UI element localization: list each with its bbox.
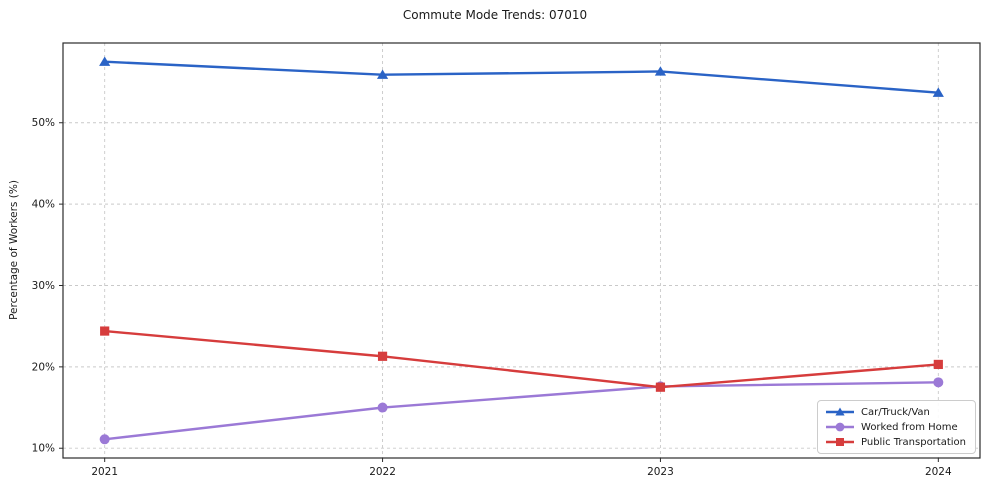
legend-item: Public Transportation bbox=[825, 436, 966, 448]
legend-item: Worked from Home bbox=[825, 421, 966, 433]
legend: Car/Truck/Van Worked from Home Public Tran… bbox=[817, 400, 976, 454]
y-tick-label: 40% bbox=[32, 199, 55, 211]
series-line bbox=[103, 329, 940, 389]
data-point-marker bbox=[100, 326, 110, 336]
x-tick-label: 2024 bbox=[925, 466, 952, 478]
x-tick-label: 2022 bbox=[369, 466, 396, 478]
legend-marker-icon bbox=[826, 438, 855, 446]
data-point-marker bbox=[376, 69, 389, 79]
x-tick-label: 2021 bbox=[91, 466, 118, 478]
y-tick-label: 10% bbox=[32, 443, 55, 455]
y-axis-label: Percentage of Workers (%) bbox=[8, 180, 20, 320]
y-tick-label: 30% bbox=[32, 280, 55, 292]
data-point-marker bbox=[655, 382, 666, 392]
data-point-marker bbox=[932, 87, 944, 97]
series-line bbox=[103, 60, 940, 94]
legend-marker-icon bbox=[826, 407, 855, 416]
data-point-marker bbox=[654, 66, 667, 76]
legend-label: Worked from Home bbox=[861, 421, 958, 433]
data-point-marker bbox=[933, 359, 943, 370]
y-tick-label: 50% bbox=[32, 117, 55, 129]
legend-label: Car/Truck/Van bbox=[861, 406, 930, 418]
x-tick-label: 2023 bbox=[647, 466, 674, 478]
chart-title: Commute Mode Trends: 07010 bbox=[402, 8, 588, 22]
data-point-marker bbox=[377, 402, 388, 413]
legend-marker-icon bbox=[826, 422, 855, 432]
y-tick-label: 20% bbox=[32, 361, 55, 373]
series-line bbox=[103, 381, 940, 441]
legend-item: Car/Truck/Van bbox=[825, 406, 966, 418]
axis-frame bbox=[62, 42, 981, 459]
data-point-marker bbox=[99, 434, 110, 445]
legend-label: Public Transportation bbox=[861, 436, 966, 448]
data-point-marker bbox=[377, 351, 388, 361]
data-point-marker bbox=[99, 56, 111, 66]
data-point-marker bbox=[933, 377, 944, 388]
